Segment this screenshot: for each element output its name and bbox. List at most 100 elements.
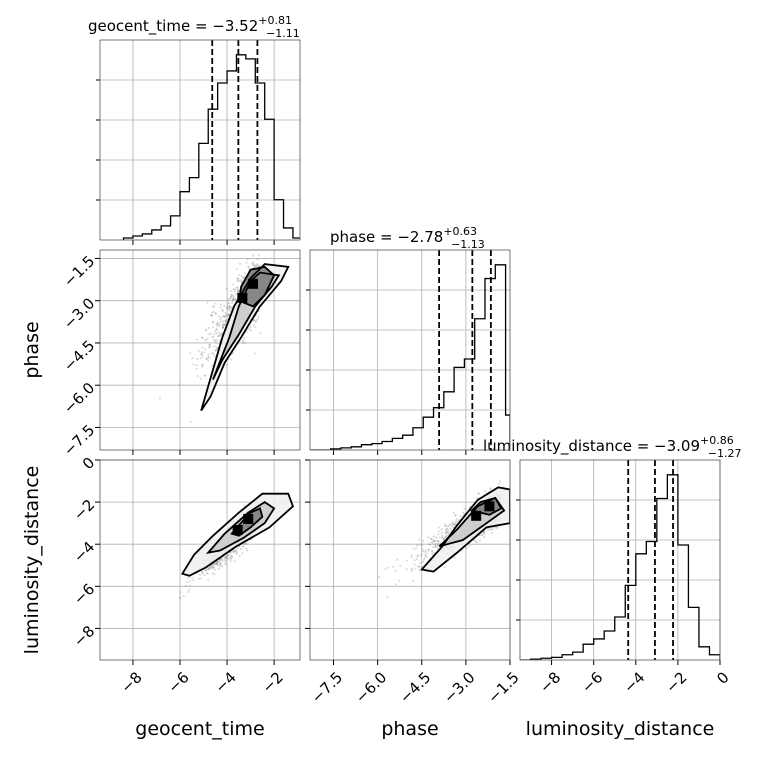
scatter-point (387, 566, 390, 569)
scatter-point (226, 317, 229, 320)
title-phase: phase = −2.78+0.63 −1.13 (330, 225, 485, 251)
density-peak (232, 525, 243, 535)
scatter-point (219, 563, 222, 566)
scatter-point (451, 525, 454, 528)
scatter-point (178, 383, 181, 386)
scatter-point (452, 511, 455, 514)
scatter-point (226, 308, 229, 311)
scatter-point (490, 532, 493, 535)
scatter-point (226, 554, 229, 557)
scatter-point (227, 314, 230, 317)
panel-joint-phase-geocent_time: −1.5 −3.0 −4.5 −6.0 −7.5 (60, 249, 301, 460)
scatter-point (454, 523, 457, 526)
scatter-point (231, 556, 234, 559)
scatter-point (213, 305, 216, 308)
scatter-point (197, 577, 200, 580)
x-tick-label: −2 (258, 668, 286, 696)
scatter-point (236, 289, 239, 292)
scatter-point (447, 529, 450, 532)
x-tick-label: −3.0 (440, 668, 478, 706)
scatter-point (221, 326, 224, 329)
scatter-point (384, 568, 387, 571)
scatter-point (224, 323, 227, 326)
x-tick-label: −6 (578, 668, 606, 696)
scatter-point (436, 543, 439, 546)
scatter-point (228, 307, 231, 310)
scatter-point (149, 453, 151, 455)
scatter-point (242, 545, 245, 548)
scatter-point (209, 566, 212, 569)
scatter-point (230, 302, 233, 305)
scatter-point (442, 537, 445, 540)
scatter-point (243, 504, 246, 507)
scatter-point (489, 528, 492, 531)
scatter-point (215, 563, 218, 566)
scatter-point (410, 554, 413, 557)
x-tick-label: −8 (536, 668, 564, 696)
scatter-point (453, 523, 456, 526)
scatter-point (215, 346, 218, 349)
scatter-point (208, 356, 211, 359)
scatter-point (199, 577, 202, 580)
scatter-point (395, 583, 398, 586)
scatter-point (245, 261, 248, 264)
scatter-point (230, 358, 233, 361)
scatter-point (219, 318, 222, 321)
scatter-point (223, 315, 226, 318)
scatter-point (230, 554, 233, 557)
scatter-point (204, 348, 207, 351)
scatter-point (229, 305, 232, 308)
scatter-point (433, 540, 436, 543)
scatter-point (231, 298, 234, 301)
scatter-point (212, 321, 215, 324)
scatter-point (246, 549, 249, 552)
scatter-point (209, 345, 212, 348)
scatter-point (211, 352, 214, 355)
y-tick-label: −6 (70, 580, 98, 608)
scatter-point (246, 258, 249, 261)
scatter-point (225, 314, 228, 317)
y-tick-label: −1.5 (60, 252, 98, 290)
scatter-point (244, 542, 247, 545)
scatter-point (225, 320, 228, 323)
scatter-point (242, 340, 245, 343)
scatter-point (445, 524, 448, 527)
scatter-point (489, 487, 492, 490)
scatter-point (410, 556, 413, 559)
scatter-point (191, 357, 194, 360)
scatter-point (435, 536, 438, 539)
scatter-point (422, 539, 425, 542)
scatter-point (257, 317, 260, 320)
scatter-point (225, 287, 228, 290)
scatter-point (495, 527, 498, 530)
scatter-point (241, 545, 244, 548)
scatter-point (252, 263, 255, 266)
scatter-point (426, 548, 429, 551)
scatter-point (446, 530, 449, 533)
panel-diag-2: −8 −6 −4 −2 0 (516, 459, 733, 697)
scatter-point (412, 579, 415, 582)
scatter-point (232, 351, 235, 354)
scatter-point (443, 566, 446, 569)
scatter-point (419, 554, 422, 557)
scatter-point (219, 562, 222, 565)
scatter-point (437, 540, 440, 543)
scatter-point (424, 550, 427, 553)
scatter-point (211, 311, 214, 314)
scatter-point (235, 277, 238, 280)
scatter-point (417, 565, 420, 568)
scatter-point (259, 332, 262, 335)
scatter-point (205, 569, 208, 572)
scatter-point (191, 576, 194, 579)
scatter-point (424, 554, 427, 557)
scatter-point (215, 348, 218, 351)
scatter-point (256, 318, 259, 321)
scatter-point (437, 540, 440, 543)
panel-joint-luminosity_distance-geocent_time: −8 −6 −4 −2 0 −2 −4 −6 −8 (70, 454, 301, 697)
scatter-point (208, 343, 211, 346)
scatter-point (420, 552, 423, 555)
scatter-point (249, 326, 252, 329)
scatter-point (445, 535, 448, 538)
title-minus: −1.13 (451, 238, 485, 251)
scatter-point (230, 307, 233, 310)
